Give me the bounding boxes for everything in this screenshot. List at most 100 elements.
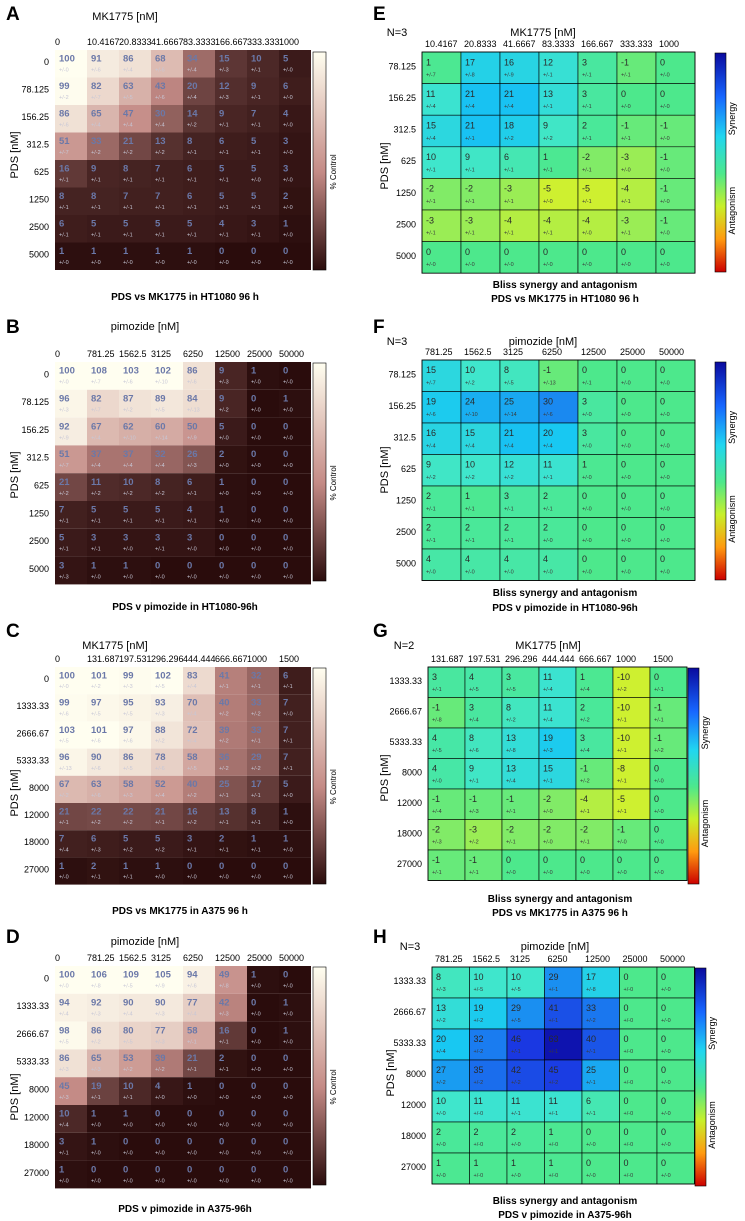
cell-value: 5 [219, 164, 225, 175]
heatmap-cell [215, 556, 247, 585]
heatmap-cell [215, 1077, 247, 1105]
cell-value: 40 [187, 779, 198, 790]
heatmap-cell [215, 362, 247, 390]
cell-value: 24 [465, 397, 475, 407]
cell-value: -10 [617, 702, 630, 712]
cell-value: 5 [91, 505, 97, 516]
heatmap-cell [247, 1049, 279, 1078]
cell-error: +/-3 [155, 711, 165, 717]
cell-value: 2 [582, 120, 587, 130]
cell-value: 98 [59, 1025, 70, 1036]
cell-value: 86 [59, 109, 70, 120]
heatmap-cell [151, 50, 183, 78]
cell-value: 0 [582, 365, 587, 375]
heatmap-cell [119, 721, 151, 749]
cell-value: 34 [187, 54, 198, 65]
colorbar-label: % Control [329, 154, 338, 189]
heatmap-cell [119, 748, 151, 776]
cell-value: 7 [59, 834, 64, 845]
heatmap-cell [119, 362, 151, 390]
cell-error: +/-0 [511, 1173, 521, 1179]
heatmap-cell [151, 215, 183, 243]
cell-value: 87 [123, 393, 134, 404]
x-tick-label: 25000 [247, 349, 272, 359]
cell-error: +/-0 [474, 1142, 484, 1148]
heatmap-cell [183, 1021, 215, 1050]
cell-error: +/-0 [543, 809, 553, 815]
cell-value: 2 [580, 702, 585, 712]
cell-value: 10 [465, 460, 475, 470]
cell-value: 0 [654, 794, 659, 804]
heatmap-cell [469, 1059, 508, 1092]
cell-value: 16 [426, 428, 436, 438]
heatmap-cell [655, 548, 696, 581]
heatmap-cell [279, 667, 311, 695]
cell-error: +/-1 [155, 232, 165, 238]
cell-error: +/-1 [91, 205, 101, 211]
n-label: N=3 [387, 336, 408, 348]
cell-value: 10 [511, 972, 521, 982]
cell-error: +/-0 [474, 1173, 484, 1179]
cell-error: +/-0 [582, 475, 592, 481]
heatmap-cell [55, 1160, 87, 1189]
heatmap-cell [538, 391, 579, 424]
cell-value: 58 [123, 779, 134, 790]
heatmap-cell [215, 417, 247, 446]
x-tick-label: 12500 [215, 953, 240, 963]
y-tick-label: 27000 [397, 859, 422, 869]
cell-value: 86 [59, 1053, 70, 1064]
cell-error: +/-0 [624, 1080, 634, 1086]
heatmap-cell [577, 548, 618, 581]
cell-error: +/-1 [511, 1111, 521, 1117]
cell-value: 39 [219, 725, 230, 736]
cell-value: 1 [91, 1136, 97, 1147]
heatmap-cell [55, 501, 87, 529]
cell-value: 0 [654, 763, 659, 773]
heatmap-cell [279, 1160, 311, 1189]
colorbar [714, 361, 727, 581]
cell-value: 1 [511, 1158, 516, 1168]
cell-value: 8 [436, 972, 441, 982]
heatmap-cell [581, 997, 620, 1030]
cell-error: +/-1 [426, 538, 436, 544]
heatmap-cell [87, 556, 119, 585]
cell-error: +/-0 [283, 407, 293, 413]
cell-error: +/-1 [91, 177, 101, 183]
cell-value: 0 [251, 393, 256, 404]
cell-value: 0 [621, 397, 626, 407]
cell-value: 0 [654, 672, 659, 682]
cell-value: 10 [123, 1081, 134, 1092]
cell-error: +/-1 [251, 150, 261, 156]
cell-value: 0 [586, 1158, 591, 1168]
cell-value: 46 [511, 1034, 521, 1044]
cell-value: 10 [123, 477, 134, 488]
cell-error: +/-0 [617, 870, 627, 876]
heatmap-cell [538, 819, 577, 851]
heatmap-cell [183, 748, 215, 776]
cell-value: 1 [251, 970, 257, 981]
cell-value: 3 [59, 560, 64, 571]
x-tick-label: 41.6667 [151, 37, 184, 47]
cell-value: 0 [283, 246, 288, 257]
x-tick-label: 6250 [548, 954, 568, 964]
cell-value: 5 [283, 779, 289, 790]
y-tick-label: 5000 [29, 250, 49, 260]
cell-value: 2 [436, 1127, 441, 1137]
cell-error: +/-1 [586, 1111, 596, 1117]
heatmap-cell [279, 242, 311, 270]
y-tick-label: 27000 [24, 1168, 49, 1178]
chart-title: Bliss synergy and antagonism [493, 1196, 638, 1207]
cell-error: +/-1 [543, 104, 553, 110]
cell-value: 17 [251, 779, 262, 790]
heatmap-cell [469, 1090, 508, 1123]
cell-value: 58 [187, 1025, 198, 1036]
cell-error: +/-0 [661, 987, 671, 993]
heatmap-cell [464, 849, 503, 881]
heatmap-cell [279, 50, 311, 78]
cell-value: 83 [187, 670, 198, 681]
n-label: N=2 [394, 640, 415, 652]
cell-error: +/-2 [504, 136, 514, 142]
cell-value: 5 [123, 219, 129, 230]
